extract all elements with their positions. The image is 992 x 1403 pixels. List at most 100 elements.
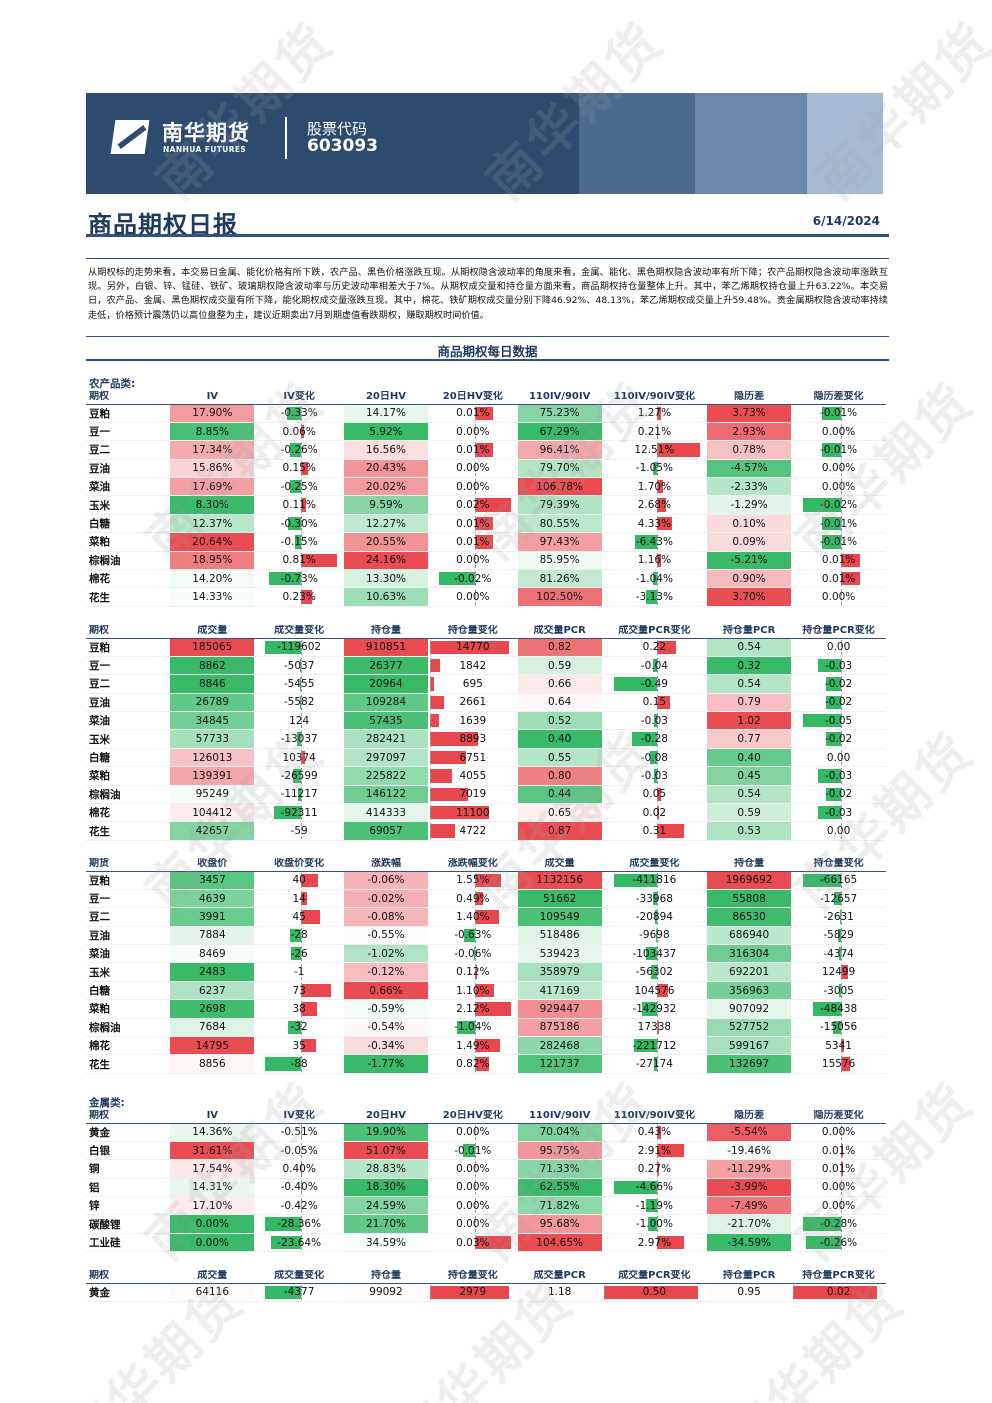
zero-axis	[656, 639, 658, 655]
column-header: 隐历差	[707, 1110, 792, 1124]
cell-value: -0.30%	[280, 517, 318, 530]
zero-axis	[301, 552, 303, 569]
positive-bar	[475, 535, 494, 549]
data-cell: -48438	[791, 999, 886, 1019]
cell-value: 0.00	[826, 825, 851, 838]
row-label: 花生	[89, 1058, 110, 1071]
row-label: 豆粕	[89, 874, 110, 887]
row-label: 豆粕	[89, 641, 110, 654]
zero-axis	[841, 909, 843, 925]
data-cell: 0.00%	[428, 422, 518, 442]
cell-value: 1.40%	[456, 910, 490, 923]
column-header: 持仓量	[343, 625, 429, 639]
positive-bar	[430, 695, 445, 710]
data-cell: 2.97%	[601, 1233, 707, 1253]
data-cell: -5829	[791, 926, 886, 946]
positive-bar	[430, 640, 510, 654]
data-cell: -19.46%	[707, 1141, 792, 1161]
zero-axis	[430, 639, 432, 655]
zero-axis	[301, 405, 303, 421]
data-cell: 10.63%	[343, 587, 429, 607]
cell-value: 4055	[459, 769, 487, 782]
cell-value: 0.00%	[456, 1181, 490, 1194]
cell-value: 8862	[198, 659, 226, 672]
zero-axis	[841, 676, 843, 692]
cell-value: 316304	[729, 947, 770, 960]
negative-bar	[268, 572, 302, 586]
cell-value: 0.80	[547, 769, 572, 782]
data-cell: 2.12%	[428, 999, 518, 1019]
cell-value: 0.11%	[282, 499, 316, 512]
data-cell: 62.55%	[517, 1178, 602, 1198]
zero-axis	[603, 1284, 605, 1300]
zero-axis	[430, 823, 432, 839]
zero-axis	[656, 497, 658, 513]
positive-bar	[656, 443, 700, 457]
data-cell: -26	[254, 944, 344, 964]
data-cell: -15056	[791, 1018, 886, 1038]
zero-axis	[656, 694, 658, 711]
data-cell: 2.93%	[707, 422, 792, 442]
zero-axis	[656, 927, 658, 944]
negative-bar	[613, 1180, 657, 1195]
table-row: 棕榈油 95249 -11217 146122 7019 0.44 0.05 0.54 -0.0…	[86, 785, 886, 805]
negative-bar	[439, 572, 476, 586]
zero-axis	[301, 1038, 303, 1054]
column-header: 隐历差变化	[791, 391, 886, 405]
cell-value: 0.00%	[456, 1126, 490, 1139]
zero-axis	[475, 460, 477, 477]
table-row: 豆一 8.85% 0.06% 5.92% 0.00% 67.29% 0.21% 2.93% 0.…	[86, 422, 886, 442]
cell-value: -26	[290, 947, 308, 960]
column-header: IV变化	[254, 391, 344, 405]
cell-value: 0.49%	[456, 892, 490, 905]
zero-axis	[841, 589, 843, 605]
data-cell: 0.80	[517, 766, 602, 786]
zero-axis	[301, 639, 303, 655]
data-cell: 0.90%	[707, 569, 792, 589]
cell-value: 69057	[369, 825, 403, 838]
positive-bar	[301, 553, 338, 568]
zero-axis	[656, 982, 658, 999]
data-cell: 8846	[170, 674, 255, 694]
data-cell: 17.10%	[170, 1196, 255, 1216]
data-cell: -0.49	[601, 674, 707, 694]
zero-axis	[475, 497, 477, 513]
data-cell: 45	[254, 907, 344, 927]
cell-value: -5582	[283, 696, 315, 709]
cell-value: -28.36%	[277, 1218, 322, 1231]
table-row: 豆油 26789 -5582 109284 2661 0.64 0.15 0.79 -0.02	[86, 693, 886, 713]
zero-axis	[656, 1161, 658, 1177]
zero-axis	[475, 1179, 477, 1196]
data-cell: 12.51%	[601, 440, 707, 460]
data-cell: 0.44	[517, 785, 602, 805]
zero-axis	[430, 1284, 432, 1300]
cell-value: -3.99%	[730, 1181, 768, 1194]
cell-value: -48438	[820, 1002, 858, 1015]
name-cell: 玉米	[86, 729, 171, 749]
table-row: 豆二 3991 45 -0.08% 1.40% 109549 -20894 86530 -263…	[86, 907, 886, 927]
cell-value: 0.00%	[456, 1218, 490, 1231]
cell-value: 10.63%	[365, 591, 406, 604]
data-cell: -0.28	[601, 729, 707, 749]
data-cell: -3005	[791, 981, 886, 1001]
column-header: 持仓量变化	[428, 1270, 518, 1284]
data-cell: 297097	[343, 748, 429, 768]
zero-axis	[841, 1142, 843, 1159]
cell-value: -88	[290, 1058, 308, 1071]
positive-bar	[656, 1143, 684, 1158]
cell-value: 1842	[459, 659, 487, 672]
data-cell: 17338	[601, 1018, 707, 1038]
data-cell: 0.54	[707, 785, 792, 805]
cell-value: -0.02%	[454, 572, 492, 585]
data-cell: 0.40%	[254, 1159, 344, 1179]
data-cell: 1.16%	[601, 551, 707, 571]
data-cell: 71.33%	[517, 1159, 602, 1179]
data-cell: 0.66	[517, 674, 602, 694]
negative-bar	[300, 1199, 302, 1213]
cell-value: -103437	[632, 947, 677, 960]
data-cell: 102.50%	[517, 587, 602, 607]
row-label: 碳酸锂	[89, 1218, 121, 1231]
table-row: 棕榈油 18.95% 0.81% 24.16% 0.00% 85.95% 1.16% -5.2…	[86, 551, 886, 571]
row-label: 白糖	[89, 518, 110, 531]
negative-bar	[803, 1217, 842, 1231]
